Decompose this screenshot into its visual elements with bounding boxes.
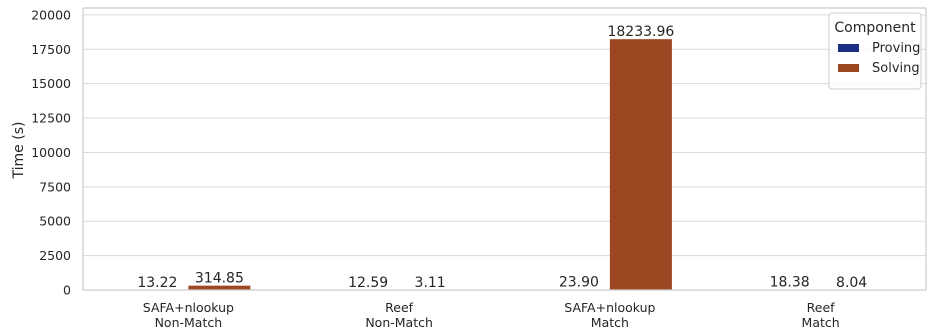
y-axis-label: Time (s) (11, 122, 27, 180)
data-label: 18.38 (770, 275, 810, 291)
y-tick-label: 5000 (39, 214, 71, 229)
x-tick-label: Reef (385, 300, 414, 315)
y-tick-label: 7500 (39, 179, 71, 194)
legend-label-proving: Proving (872, 41, 920, 56)
y-tick-label: 17500 (31, 42, 71, 57)
plot-frame (82, 7, 927, 291)
x-tick-label: SAFA+nlookup (564, 300, 655, 315)
legend-swatch-proving (838, 44, 859, 52)
x-tick-label: Non-Match (365, 315, 433, 330)
y-tick-label: 12500 (31, 111, 71, 126)
data-label: 314.85 (195, 271, 244, 287)
x-tick-label: Match (802, 315, 840, 330)
legend: Component Proving Solving (828, 12, 922, 90)
legend-swatch-solving (838, 64, 859, 72)
data-label: 23.90 (559, 275, 599, 291)
gridlines (83, 14, 926, 291)
x-tick-label: SAFA+nlookup (143, 300, 234, 315)
data-labels: 13.22 314.85 12.59 3.11 23.90 18233.96 18.38 8.… (137, 24, 867, 291)
data-label: 3.11 (415, 275, 446, 291)
x-tick-label: Match (591, 315, 629, 330)
x-tick-label: Reef (807, 300, 836, 315)
x-tick-label: Non-Match (155, 315, 223, 330)
y-tick-label: 10000 (31, 145, 71, 160)
legend-label-solving: Solving (872, 61, 920, 76)
x-axis-ticks: SAFA+nlookupNon-MatchReefNon-MatchSAFA+n… (143, 300, 840, 330)
bar-solving (188, 285, 251, 290)
y-axis-ticks: 0 2500 5000 7500 10000 12500 15000 17500 20000 (31, 7, 71, 297)
data-label: 8.04 (836, 275, 867, 291)
y-tick-label: 15000 (31, 76, 71, 91)
legend-title: Component (834, 20, 916, 36)
data-label: 12.59 (348, 275, 388, 291)
y-tick-label: 20000 (31, 7, 71, 22)
y-tick-label: 2500 (39, 248, 71, 263)
bars (126, 39, 883, 290)
data-label: 13.22 (137, 275, 177, 291)
y-tick-label: 0 (63, 283, 71, 298)
bar-solving (609, 39, 672, 290)
data-label: 18233.96 (607, 24, 674, 40)
